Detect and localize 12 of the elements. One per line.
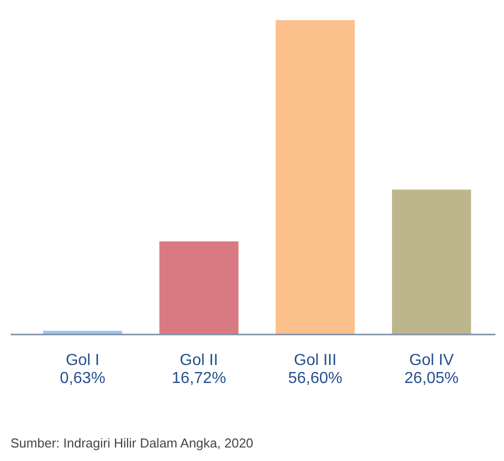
data-label: 26,05%: [404, 370, 459, 388]
bar: [159, 241, 238, 334]
x-tick-label: Gol III: [294, 352, 337, 370]
data-label: 16,72%: [172, 370, 226, 388]
bar: [276, 20, 355, 334]
data-label: 0,63%: [60, 370, 106, 388]
text: Sumber: Indragiri Hilir Dalam Angka, 2020: [10, 436, 254, 450]
bar: [392, 190, 472, 334]
data-label: 56,60%: [288, 370, 342, 388]
x-tick-label: Gol II: [180, 352, 218, 370]
x-tick-label: Gol I: [66, 352, 100, 370]
x-tick-label: Gol IV: [409, 352, 454, 370]
